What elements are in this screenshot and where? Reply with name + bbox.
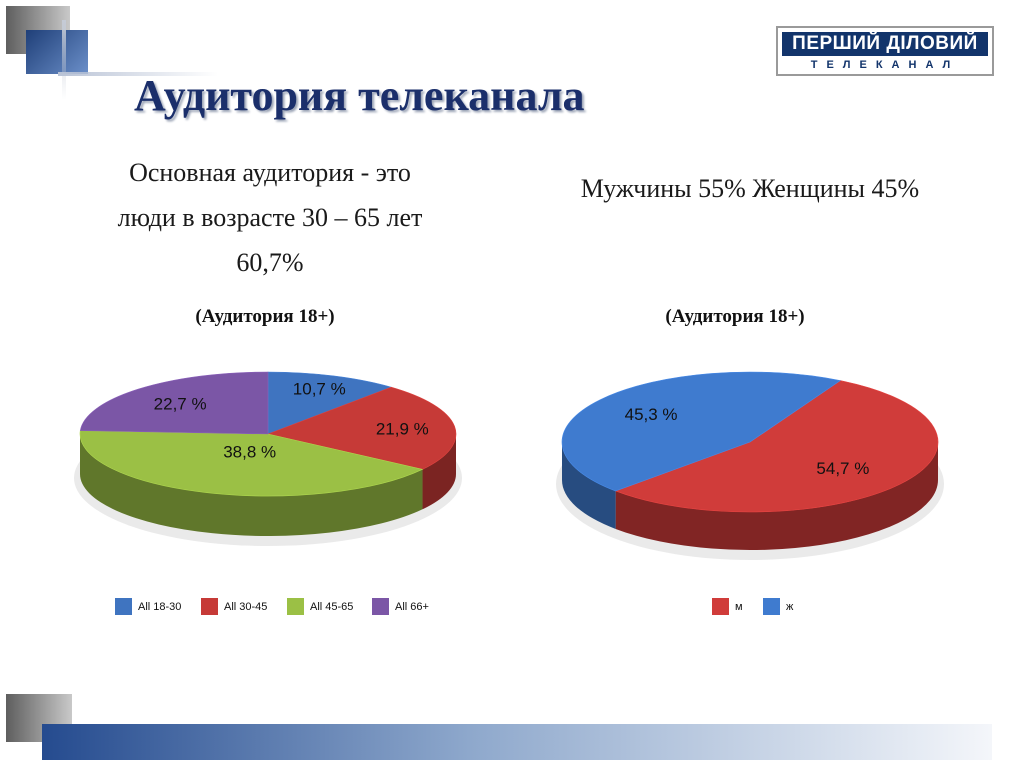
logo-bottom-text: ТЕЛЕКАНАЛ [810,59,960,71]
pie-slice-side-ж [562,442,616,529]
legend-item: All 66+ [372,598,429,615]
pie-slice-side-м [615,442,938,550]
legend-label: м [735,600,743,613]
legend-swatch [287,598,304,615]
channel-logo: ПЕРШИЙ ДІЛОВИЙ ТЕЛЕКАНАЛ [776,26,994,76]
age-pie-chart: 10,7 % 21,9 % 38,8 % 22,7 % [74,371,462,546]
page-title: Аудитория телеканала [134,71,585,120]
legend-item: All 30-45 [201,598,267,615]
legend-item: All 18-30 [115,598,181,615]
pie-slice-All 30-45 [266,386,457,470]
logo-top-text: ПЕРШИЙ ДІЛОВИЙ [782,32,988,56]
legend-swatch [763,598,780,615]
audience-description-line2: люди в возрасте 30 – 65 лет [117,203,423,232]
legend-label: All 18-30 [138,600,182,613]
pie-data-label: 45,3 % [625,405,678,424]
pie-slice-м [614,380,939,513]
legend-item: ж [763,598,793,615]
legend-swatch [115,598,132,615]
pie-data-label: 21,9 % [376,419,429,438]
decor-line-horizontal [58,72,218,76]
gender-chart-title: (Аудитория 18+) [665,306,805,327]
audience-description: Основная аудитория - это люди в возрасте… [60,150,480,285]
gender-pie-chart: 54,7 % 45,3 % [556,371,944,560]
legend-label: All 45-65 [310,600,354,613]
legend-swatch [712,598,729,615]
decor-bar-bottom [42,724,992,760]
gender-description: Мужчины 55% Женщины 45% [580,174,920,203]
legend-item: м [712,598,743,615]
pie-data-label: 38,8 % [223,443,276,462]
legend-label: All 30-45 [224,600,268,613]
age-chart-title: (Аудитория 18+) [195,306,335,327]
legend-label: ж [786,600,794,613]
pie-data-label: 10,7 % [293,380,346,399]
decor-square-blue [26,30,88,74]
legend-swatch [372,598,389,615]
audience-description-line1: Основная аудитория - это [129,158,411,187]
pie-slice-side-All 45-65 [80,434,423,536]
pie-slice-side-All 30-45 [422,434,456,510]
audience-description-line3: 60,7% [236,248,304,277]
pie-slice-All 18-30 [267,371,393,435]
legend-label: All 66+ [395,600,429,613]
age-chart-legend: All 18-30 All 30-45 All 45-65 All 66+ [115,598,475,618]
legend-item: All 45-65 [287,598,353,615]
pie-slice-ж [561,371,842,492]
pie-slice-All 66+ [79,371,269,435]
pie-data-label: 54,7 % [816,459,869,478]
legend-swatch [201,598,218,615]
decor-line-vertical [62,20,66,100]
pie-data-label: 22,7 % [154,394,207,413]
pie-slice-All 45-65 [79,430,424,497]
